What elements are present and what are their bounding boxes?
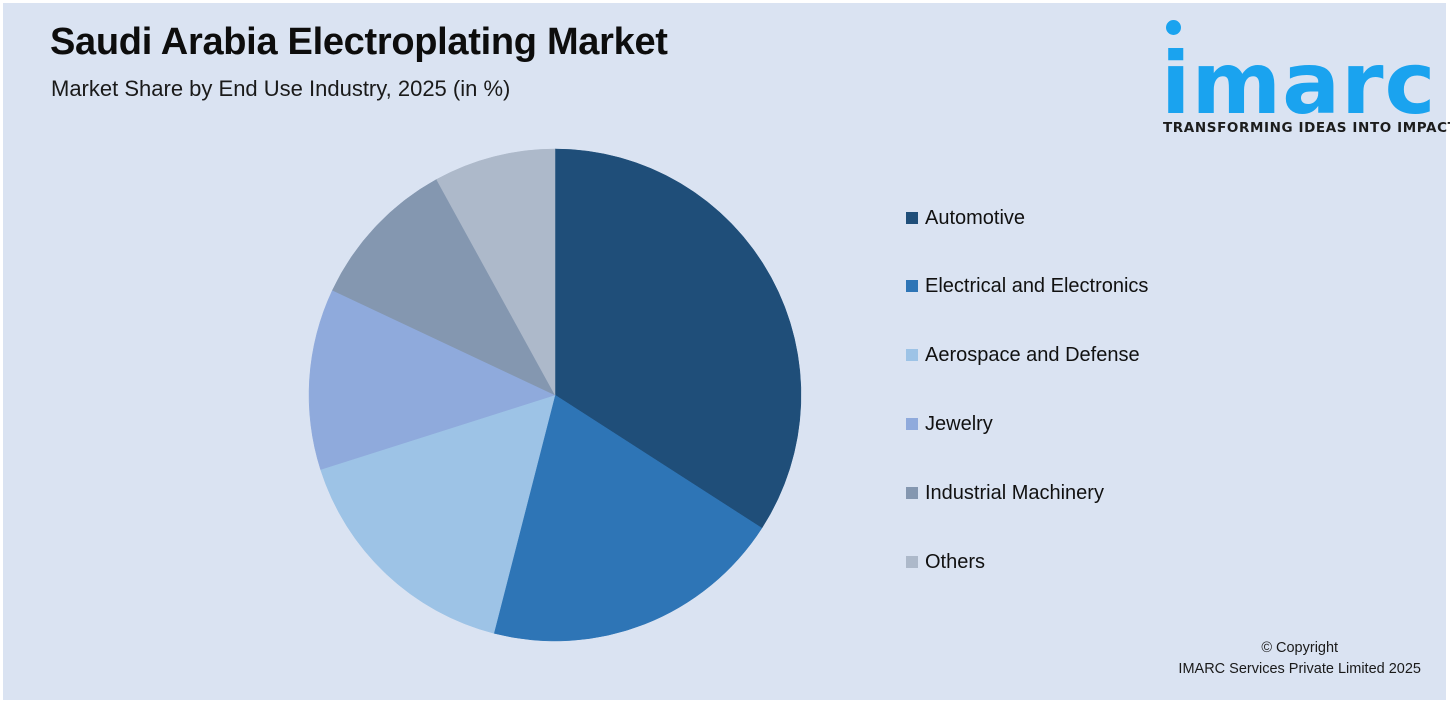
pie-slice-automotive xyxy=(554,148,802,529)
pie-slice-others xyxy=(436,148,556,396)
pie-slice-industrial-machinery xyxy=(332,179,556,396)
legend-swatch-icon xyxy=(906,418,918,430)
legend-label: Aerospace and Defense xyxy=(925,343,1140,366)
logo-tagline: TRANSFORMING IDEAS INTO IMPACT xyxy=(1163,120,1450,136)
legend-item-industrial-machinery: Industrial Machinery xyxy=(906,478,1104,508)
legend-swatch-icon xyxy=(906,280,918,292)
logo-wordmark: imarc xyxy=(1161,34,1437,134)
copyright-notice: © Copyright IMARC Services Private Limit… xyxy=(1178,638,1421,680)
legend-swatch-icon xyxy=(906,349,918,361)
chart-canvas: Saudi Arabia Electroplating Market Marke… xyxy=(3,3,1450,700)
legend-swatch-icon xyxy=(906,487,918,499)
legend-item-automotive: Automotive xyxy=(906,203,1025,233)
legend-label: Others xyxy=(925,550,986,573)
legend-swatch-icon xyxy=(906,556,918,568)
chart-title: Saudi Arabia Electroplating Market xyxy=(50,21,668,63)
copyright-line-2: IMARC Services Private Limited 2025 xyxy=(1178,661,1421,677)
legend-label: Industrial Machinery xyxy=(925,481,1104,504)
pie-slice-electrical-and-electronics xyxy=(493,394,763,642)
legend-item-aerospace-and-defense: Aerospace and Defense xyxy=(906,340,1140,370)
legend-label: Automotive xyxy=(925,206,1026,229)
chart-subtitle: Market Share by End Use Industry, 2025 (… xyxy=(51,76,511,101)
pie-slice-jewelry xyxy=(308,289,556,470)
legend-item-jewelry: Jewelry xyxy=(906,409,993,439)
legend-label: Jewelry xyxy=(925,412,993,435)
pie-chart xyxy=(308,148,802,642)
legend-item-electrical-and-electronics: Electrical and Electronics xyxy=(906,271,1148,301)
copyright-line-1: © Copyright xyxy=(1261,640,1339,656)
logo-dot-icon xyxy=(1166,20,1181,35)
legend-swatch-icon xyxy=(906,212,918,224)
legend-item-others: Others xyxy=(906,547,985,577)
legend-label: Electrical and Electronics xyxy=(925,274,1149,297)
imarc-logo: imarc TRANSFORMING IDEAS INTO IMPACT xyxy=(1161,17,1450,139)
pie-slice-aerospace-and-defense xyxy=(320,394,556,634)
